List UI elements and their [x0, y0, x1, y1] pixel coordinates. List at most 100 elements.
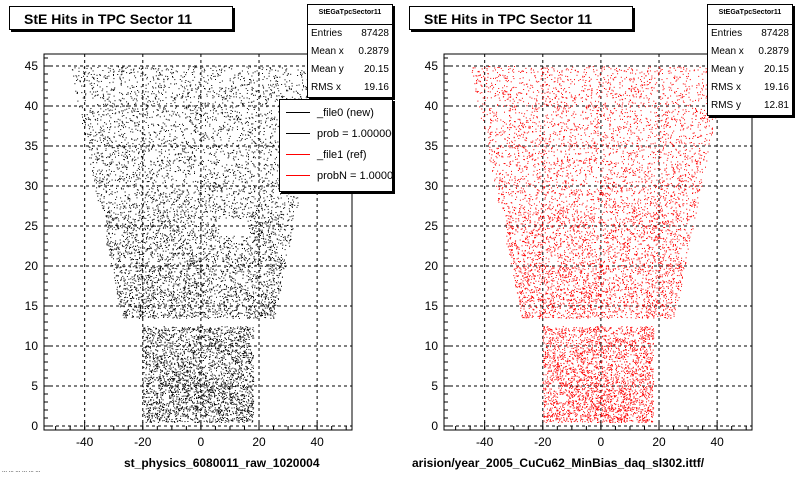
data-point [224, 345, 226, 347]
data-point [188, 343, 190, 345]
data-point [245, 240, 247, 242]
data-point [134, 91, 136, 93]
data-point [131, 177, 132, 179]
data-point [236, 343, 238, 344]
data-point [261, 231, 263, 233]
data-point [256, 244, 258, 246]
data-point [170, 103, 172, 104]
data-point [176, 381, 178, 383]
data-point [202, 336, 204, 338]
data-point [264, 244, 266, 246]
data-point [244, 384, 245, 386]
data-point [168, 293, 170, 295]
data-point [240, 406, 242, 407]
data-point [195, 111, 197, 113]
data-point [248, 117, 250, 119]
data-point [193, 341, 195, 343]
data-point [248, 349, 250, 351]
data-point [223, 203, 225, 205]
data-point [155, 417, 157, 419]
data-point [172, 259, 174, 261]
data-point [219, 295, 221, 297]
data-point [146, 405, 148, 407]
data-point [134, 239, 136, 241]
data-point [151, 382, 152, 384]
data-point [143, 372, 145, 374]
data-point [270, 89, 272, 91]
data-point [179, 252, 180, 254]
data-point [136, 245, 138, 247]
data-point [290, 73, 292, 75]
data-point [247, 90, 249, 91]
data-point [263, 304, 265, 306]
data-point [276, 222, 278, 224]
data-point [290, 88, 292, 90]
data-point [133, 110, 135, 112]
data-point [219, 389, 221, 390]
data-point [217, 413, 219, 415]
data-point [235, 333, 237, 334]
data-point [183, 386, 185, 388]
data-point [267, 217, 269, 218]
data-point [217, 366, 219, 367]
data-point [228, 377, 230, 379]
data-point [192, 151, 193, 153]
data-point [169, 349, 171, 351]
data-point [235, 394, 236, 396]
data-point [114, 202, 116, 204]
data-point [216, 256, 218, 258]
data-point [124, 218, 125, 220]
data-point [241, 286, 243, 288]
data-point [254, 274, 256, 276]
data-point [124, 205, 126, 207]
data-point [151, 340, 153, 342]
data-point [210, 378, 212, 380]
data-point [225, 384, 227, 386]
data-point [151, 342, 153, 344]
data-point [257, 214, 259, 216]
data-point [207, 347, 209, 349]
data-point [271, 132, 273, 134]
data-point [275, 75, 277, 77]
data-point [242, 155, 244, 157]
data-point [243, 350, 245, 352]
data-point [195, 131, 196, 133]
data-point [195, 91, 197, 93]
data-point [288, 208, 290, 210]
data-point [95, 179, 97, 181]
data-point [166, 214, 168, 216]
data-point [263, 313, 265, 315]
data-point [190, 349, 192, 351]
data-point [145, 87, 147, 89]
data-point [135, 250, 137, 252]
data-point [263, 274, 265, 276]
data-point [136, 316, 138, 318]
data-point [99, 129, 101, 131]
data-point [125, 214, 127, 216]
data-point [229, 239, 231, 241]
data-point [254, 230, 256, 232]
data-point [143, 129, 145, 131]
data-point [161, 290, 163, 292]
data-point [283, 239, 285, 241]
data-point [238, 414, 240, 416]
data-point [193, 166, 194, 168]
data-point [231, 377, 233, 379]
data-point [141, 158, 143, 160]
data-point [158, 359, 160, 361]
data-point [128, 303, 130, 305]
data-point [176, 346, 178, 348]
data-point [242, 353, 244, 355]
data-point [159, 339, 161, 341]
data-point [173, 329, 174, 331]
data-point [274, 216, 276, 218]
data-point [97, 84, 98, 86]
data-point [205, 307, 207, 309]
data-point [269, 237, 271, 239]
data-point [219, 417, 221, 419]
data-point [179, 371, 181, 373]
data-point [175, 97, 177, 99]
data-point [249, 332, 251, 334]
data-point [261, 311, 263, 313]
data-point [127, 157, 128, 159]
